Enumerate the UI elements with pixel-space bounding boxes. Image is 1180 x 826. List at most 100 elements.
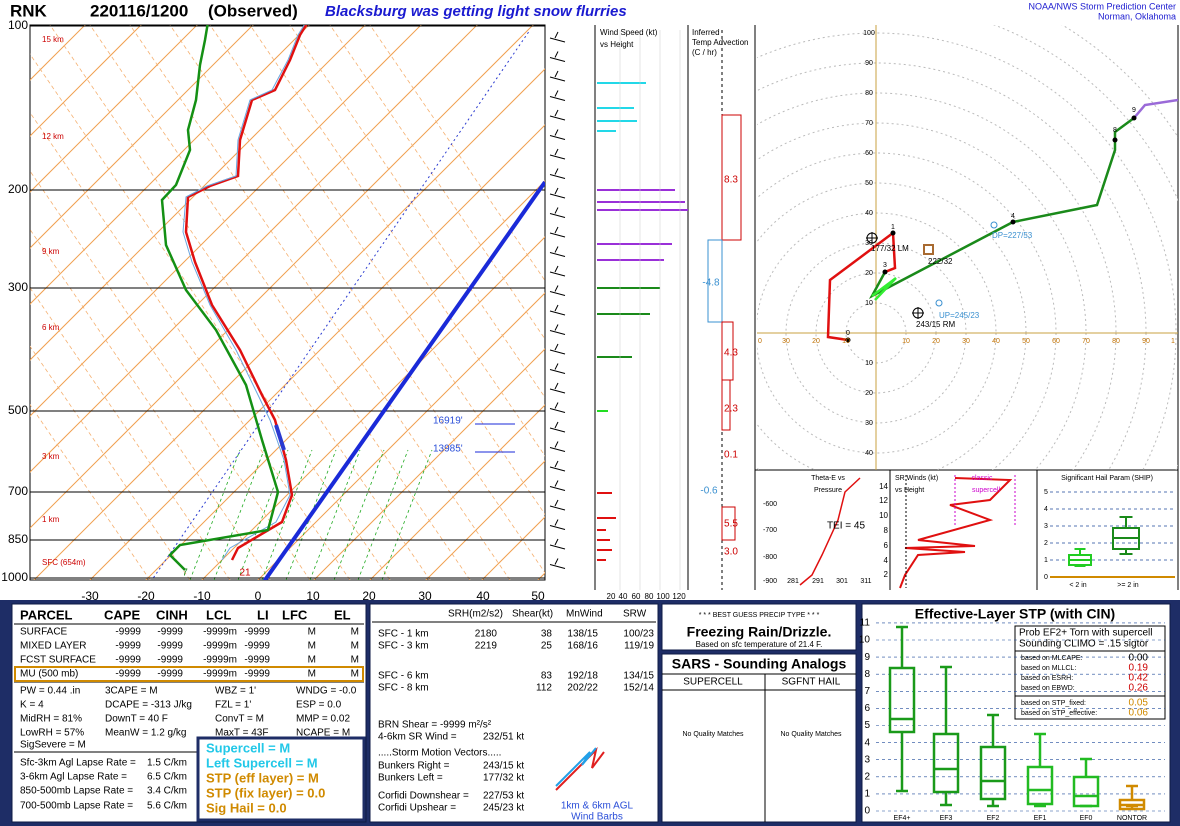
hodo-tick: 40 [865,450,873,457]
table-cell: MIXED LAYER [20,641,87,652]
isotherm [30,25,366,361]
wind-barb [549,193,566,199]
legend-label: based on ESRH: [1021,675,1073,682]
dry-adiabat [169,25,545,574]
table-cell: -9999 [157,627,183,638]
table-cell: -9999m [203,669,237,680]
table-header: LI [257,607,269,622]
parcel-trace [262,180,545,580]
hodo-tick: 10 [865,300,873,307]
motion-value: 227/53 kt [483,791,524,802]
index: WNDG = -0.0 [296,686,357,697]
hodo-tick: 0 [758,338,762,345]
hodo-trace-high [1133,98,1178,119]
wind-barb [549,447,566,452]
hodo-tick: 30 [865,420,873,427]
wind-barb [554,324,559,331]
motion-label: Corfidi Downshear = [378,791,469,802]
panel-title: Significant Hail Param (SHIP) [1061,475,1153,482]
wind-barb [554,148,559,156]
temp-label: 30 [418,589,432,603]
hodo-tick: 80 [1112,338,1120,345]
table-cell: M [308,627,316,638]
upshear-marker [935,299,943,307]
hodo-point [882,269,888,275]
table-cell: M [308,655,316,666]
tick-label: 6 [884,541,889,550]
mixing-ratio [261,449,313,580]
param: STP (eff layer) = M [206,770,319,785]
tick-label: 100 [656,592,670,601]
tick-label: 6 [864,703,870,714]
wind-barb [549,427,566,433]
index: MaxT = 43F [215,728,268,739]
wind-barb [549,330,566,335]
hodo-tick: 90 [1142,338,1150,345]
table-header: Shear(kt) [512,609,553,620]
advection-value: 0.1 [724,450,738,461]
motion-label: Bunkers Left = [378,773,443,784]
table-cell: M [308,669,316,680]
layer: SFC - 1 km [378,629,429,640]
tick-label: EF4+ [894,815,911,822]
dry-adiabat [30,111,351,580]
temp-label: -20 [137,589,155,603]
legend-value: 0.05 [1129,698,1149,709]
hodo-point [845,337,851,343]
table-header: SRH(m2/s2) [448,609,503,620]
tick-label: 2 [864,772,870,783]
pressure-label: 1000 [1,570,28,584]
wind-barb [554,441,559,448]
comment: Blacksburg was getting light snow flurri… [325,3,627,20]
hodo-tick: 10 [842,338,850,345]
panel-title: vs Height [600,40,634,49]
layer: SFC - 8 km [378,683,429,694]
shear: 38 [541,629,553,640]
tick-label: < 2 in [1069,582,1086,589]
frames [29,24,1179,590]
wind-barb [554,402,559,409]
motion-label: Corfidi Upshear = [378,803,456,814]
wind-barb [549,76,566,82]
tick-label: 3 [864,754,870,765]
isotherm [30,25,198,193]
wind-barb [549,135,566,140]
decorations [549,30,1175,812]
tick-label: 40 [619,592,628,601]
lapse-value: 6.5 C/km [147,772,187,783]
dry-adiabat [89,25,471,580]
wind-barb [554,382,559,390]
wind-barb [554,480,559,487]
panel-title: (C / hr) [692,48,717,57]
tick-label: 5 [1044,489,1048,496]
pressure-label: 100 [8,18,28,32]
pressure-label: 850 [8,532,28,546]
tick-label: EF2 [987,815,1000,822]
table-cell: -9999 [115,627,141,638]
precip-type: Freezing Rain/Drizzle. [687,624,832,640]
wind-barb [554,129,559,136]
box [1026,765,1054,806]
index: FZL = 1' [215,700,251,711]
dry-adiabat [289,25,545,399]
index: WBZ = 1' [215,686,256,697]
table-cell: FCST SURFACE [20,655,96,666]
lapse-label: Sfc-3km Agl Lapse Rate = [20,758,136,769]
wind-barb [549,57,566,62]
sr-wind-label: 4-6km SR Wind = [378,732,457,743]
advection-value: 8.3 [724,175,738,186]
hodo-tick: 90 [865,60,873,67]
wind-barb [554,421,559,429]
wind-barb [554,31,559,39]
wind-barb [549,349,566,355]
tick-label: 3 [1044,523,1048,530]
legend-value: 0.00 [1129,653,1149,664]
bottom-panels [11,603,1171,823]
legend-value: 0.06 [1129,708,1149,719]
wind-barb [549,505,566,511]
tick-label: 8 [864,669,870,680]
legend-title: Sounding CLIMO = .15 sigtor [1019,639,1149,650]
hodo-tick: 50 [1022,338,1030,345]
mean-wind: 222/32 [928,257,953,266]
